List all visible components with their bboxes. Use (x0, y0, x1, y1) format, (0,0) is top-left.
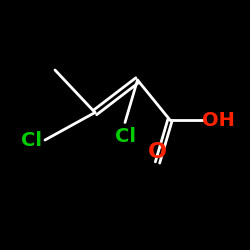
Text: O: O (148, 142, 167, 163)
Text: Cl: Cl (114, 127, 136, 146)
Text: OH: OH (202, 110, 235, 130)
Text: Cl: Cl (21, 130, 42, 150)
